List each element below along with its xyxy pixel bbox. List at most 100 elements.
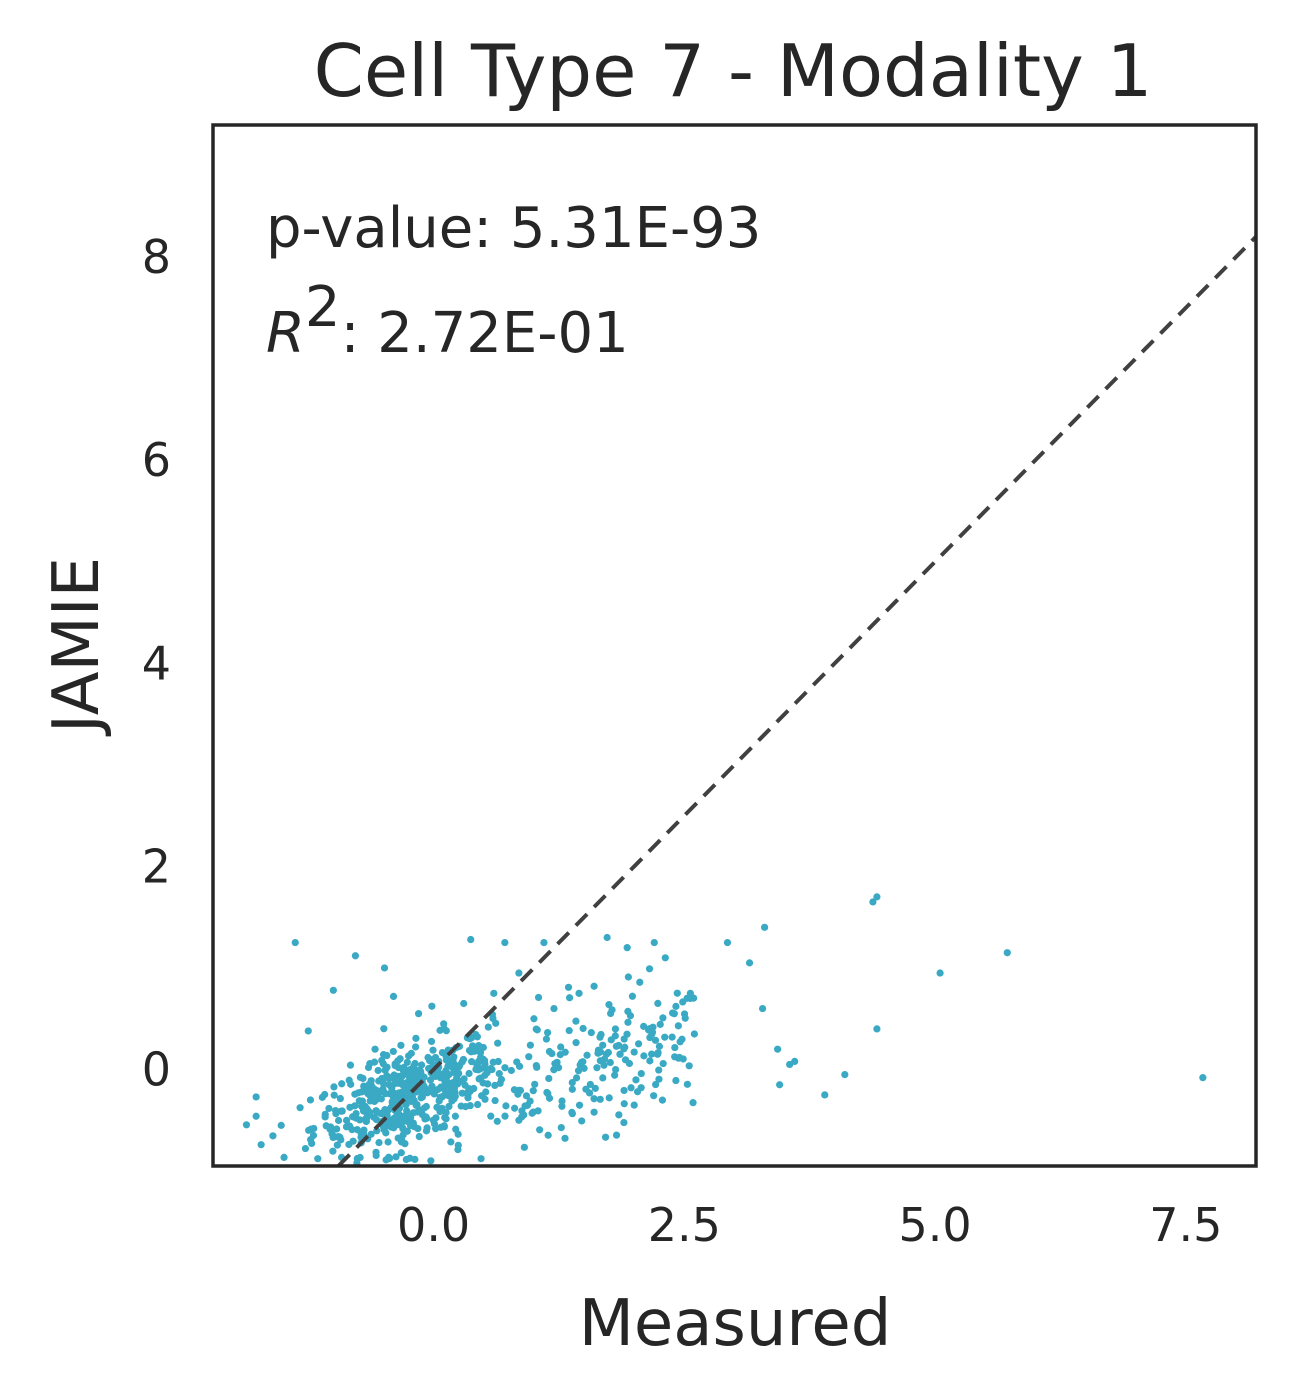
data-point — [683, 1080, 692, 1088]
data-point — [491, 1096, 499, 1105]
data-point — [304, 1027, 312, 1035]
data-point — [356, 1116, 364, 1124]
data-point — [459, 1055, 468, 1064]
data-point — [352, 1109, 360, 1118]
data-point — [440, 1020, 448, 1028]
data-point — [597, 1030, 605, 1039]
data-point — [626, 1012, 635, 1020]
pvalue-annotation: p-value: 5.31E-93 — [266, 196, 761, 261]
data-point — [515, 1116, 523, 1124]
data-point — [374, 1066, 382, 1075]
data-point — [477, 1155, 485, 1163]
data-point — [723, 938, 732, 947]
data-point — [359, 1105, 367, 1113]
data-point — [389, 1047, 397, 1056]
data-point — [440, 1084, 448, 1093]
data-point — [429, 1046, 437, 1054]
data-point — [383, 1063, 391, 1071]
data-point — [611, 1025, 620, 1033]
data-point — [422, 1102, 430, 1111]
data-point — [351, 952, 360, 960]
data-point — [579, 1024, 587, 1033]
data-point — [418, 1092, 426, 1100]
data-point — [442, 1056, 450, 1064]
data-point — [615, 1041, 623, 1050]
data-point — [450, 1068, 458, 1077]
data-point — [653, 1050, 662, 1058]
data-point — [936, 969, 944, 977]
data-point — [399, 1131, 407, 1139]
data-point — [321, 1110, 329, 1118]
data-point — [329, 1147, 337, 1155]
data-point — [441, 1076, 449, 1085]
data-point — [387, 1074, 395, 1082]
data-point — [645, 1025, 653, 1033]
data-point — [403, 1058, 411, 1066]
y-tick-label: 4 — [142, 636, 171, 690]
data-point — [372, 1107, 380, 1115]
data-point — [474, 1058, 482, 1066]
data-point — [379, 1051, 388, 1059]
data-point — [501, 1112, 509, 1120]
data-point — [366, 1108, 374, 1116]
data-point — [336, 1094, 344, 1103]
data-point — [363, 1114, 371, 1122]
data-point — [487, 1065, 495, 1073]
y-tick-label: 2 — [142, 839, 171, 893]
data-point — [346, 1061, 355, 1069]
data-point — [470, 1047, 479, 1055]
data-point — [565, 994, 574, 1002]
data-point — [277, 1121, 285, 1129]
data-point — [399, 1066, 407, 1074]
y-axis-label: JAMIE — [40, 557, 114, 737]
data-point — [422, 1127, 431, 1135]
data-point — [526, 1041, 535, 1049]
data-point — [334, 1116, 343, 1125]
plot-frame — [211, 123, 1258, 1168]
data-point — [670, 1010, 678, 1018]
data-point — [679, 1055, 687, 1063]
data-point — [345, 1122, 354, 1130]
data-point — [468, 1042, 477, 1050]
data-point — [296, 1104, 304, 1112]
data-point — [615, 1111, 623, 1119]
data-point — [372, 1151, 380, 1160]
data-point — [686, 989, 694, 997]
data-point — [612, 1131, 621, 1139]
data-point — [330, 1091, 338, 1099]
data-point — [442, 1115, 450, 1123]
data-point — [445, 1102, 453, 1111]
data-point — [624, 973, 632, 981]
data-point — [482, 1088, 490, 1096]
data-point — [447, 1138, 455, 1146]
data-point — [637, 1069, 645, 1078]
data-point — [412, 1034, 420, 1042]
data-point — [636, 978, 644, 986]
data-point — [356, 1153, 364, 1162]
data-point — [558, 1102, 566, 1110]
data-point — [428, 1002, 436, 1010]
data-point — [496, 1079, 504, 1087]
data-point — [331, 1106, 340, 1115]
data-point — [495, 1070, 503, 1078]
data-point — [536, 1126, 544, 1134]
data-point — [393, 1090, 401, 1098]
data-point — [841, 1070, 849, 1079]
data-point — [605, 1001, 613, 1009]
data-point — [442, 1027, 450, 1035]
data-point — [611, 1071, 619, 1079]
data-point — [529, 1087, 537, 1095]
data-point — [578, 1117, 586, 1125]
data-point — [399, 1124, 407, 1132]
r2-annotation: R2: 2.72E-01 — [266, 275, 629, 366]
data-point — [410, 1062, 418, 1070]
x-tick-label: 0.0 — [397, 1198, 470, 1252]
x-ticks: 0.0 2.5 5.0 7.5 — [397, 1198, 1222, 1252]
data-point — [305, 1126, 313, 1134]
data-point — [659, 1059, 667, 1068]
data-point — [572, 1039, 580, 1047]
data-point — [476, 1049, 485, 1057]
data-point — [674, 1022, 682, 1030]
data-point — [371, 1045, 379, 1053]
y-tick-label: 6 — [142, 433, 171, 487]
